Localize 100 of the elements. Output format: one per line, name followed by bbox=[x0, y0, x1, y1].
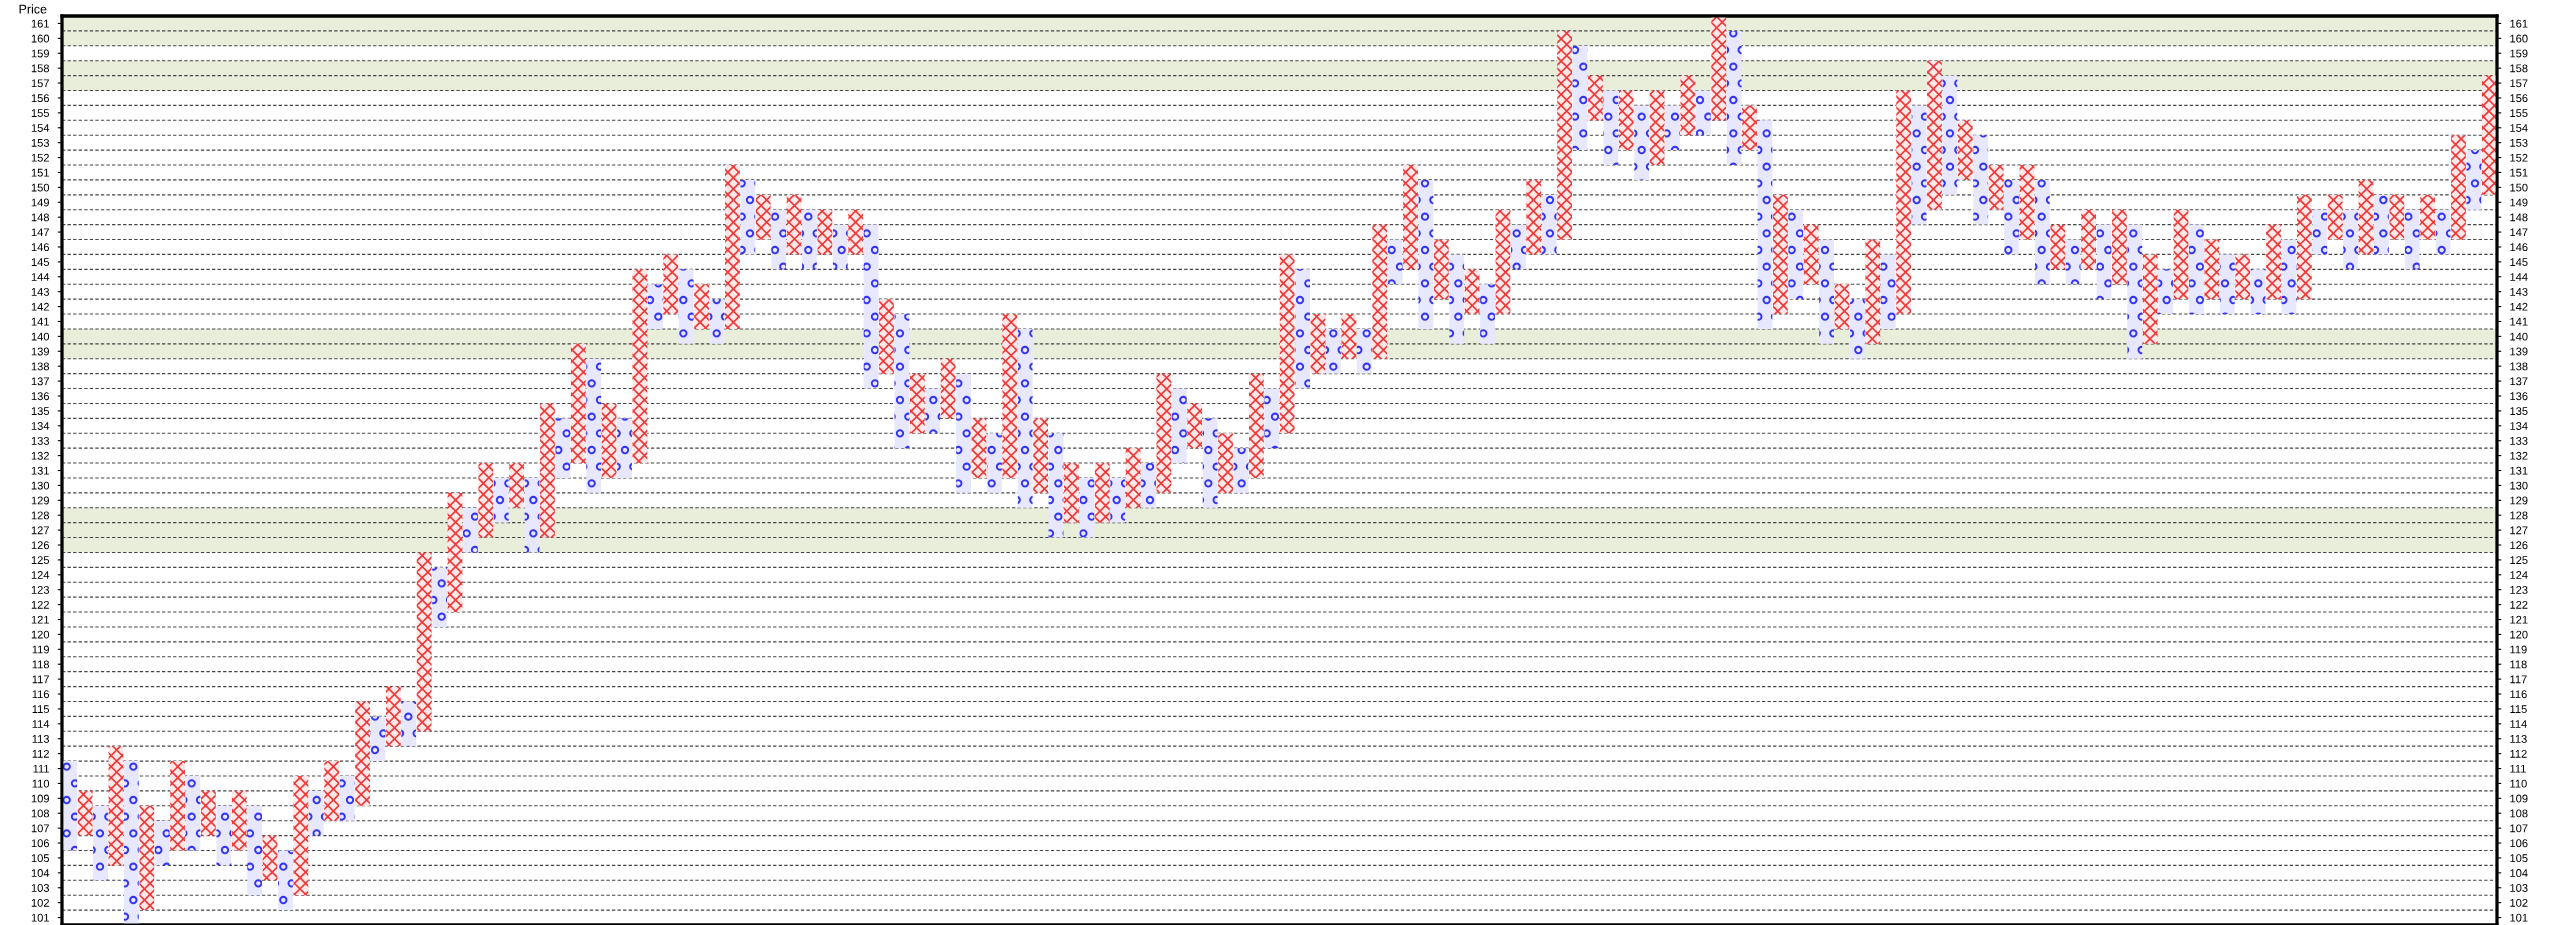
bar bbox=[170, 761, 185, 851]
bar bbox=[1048, 433, 1064, 538]
bar bbox=[1603, 90, 1619, 166]
bar bbox=[1156, 373, 1172, 493]
bar bbox=[647, 284, 663, 329]
y2-tick-label: 128 bbox=[2510, 511, 2528, 520]
y-tick-label: 138 bbox=[31, 362, 50, 371]
bar bbox=[694, 284, 709, 329]
bar bbox=[2389, 194, 2405, 240]
bar bbox=[1896, 90, 1912, 315]
bar bbox=[909, 373, 925, 434]
y2-tick-label: 147 bbox=[2510, 228, 2528, 237]
bar bbox=[1495, 209, 1511, 315]
bar bbox=[1880, 254, 1896, 329]
bar bbox=[2204, 239, 2220, 300]
y2-tick-label: 133 bbox=[2510, 436, 2528, 445]
y2-tick-label: 104 bbox=[2510, 869, 2528, 877]
y-tick-label: 131 bbox=[31, 466, 49, 475]
y2-tick-label: 154 bbox=[2510, 124, 2528, 132]
bar bbox=[1094, 463, 1110, 523]
bar bbox=[463, 507, 478, 553]
y2-tick-label: 159 bbox=[2510, 49, 2528, 58]
y2-tick-label: 129 bbox=[2510, 496, 2528, 505]
bar bbox=[2158, 269, 2174, 315]
y2-tick-label: 120 bbox=[2510, 630, 2528, 639]
y-tick-label: 154 bbox=[31, 124, 50, 132]
y2-tick-label: 115 bbox=[2510, 705, 2527, 714]
y2-tick-label: 110 bbox=[2510, 779, 2527, 788]
bar bbox=[1002, 314, 1018, 478]
bar bbox=[262, 835, 278, 881]
bar bbox=[1264, 388, 1280, 449]
y-tick-label: 129 bbox=[31, 496, 49, 505]
y-tick-label: 118 bbox=[32, 660, 50, 669]
bar bbox=[956, 373, 971, 493]
bar bbox=[771, 209, 787, 270]
bar bbox=[1310, 314, 1326, 374]
bar bbox=[601, 403, 617, 478]
bar bbox=[1772, 194, 1788, 315]
y2-tick-label: 122 bbox=[2510, 600, 2528, 609]
bar bbox=[2327, 194, 2343, 240]
bar bbox=[2266, 224, 2281, 300]
bar bbox=[1618, 90, 1634, 151]
bar bbox=[2173, 209, 2189, 300]
bar bbox=[863, 224, 879, 389]
y-tick-label: 126 bbox=[31, 541, 50, 550]
y-tick-label: 114 bbox=[32, 720, 50, 728]
bar bbox=[1387, 239, 1403, 285]
y2-tick-label: 160 bbox=[2510, 34, 2528, 43]
bar bbox=[1248, 373, 1264, 478]
bar bbox=[2250, 269, 2266, 315]
y2-tick-label: 101 bbox=[2510, 913, 2528, 922]
y-tick-label: 155 bbox=[31, 109, 50, 117]
y2-tick-label: 143 bbox=[2510, 287, 2528, 296]
y-tick-label: 120 bbox=[31, 630, 50, 639]
y-axis-title: Price bbox=[19, 4, 47, 14]
y-tick-label: 135 bbox=[31, 407, 50, 416]
bar bbox=[416, 552, 432, 732]
y2-tick-label: 150 bbox=[2510, 183, 2528, 192]
bar bbox=[231, 790, 247, 851]
bar bbox=[2065, 239, 2081, 285]
bar bbox=[2466, 150, 2482, 210]
y2-tick-label: 152 bbox=[2510, 153, 2528, 162]
bar bbox=[1510, 224, 1526, 270]
bar bbox=[1202, 418, 1218, 508]
bar bbox=[447, 492, 463, 613]
y-tick-label: 125 bbox=[31, 556, 50, 565]
y2-tick-label: 139 bbox=[2510, 347, 2528, 356]
bar bbox=[1572, 45, 1588, 151]
bar bbox=[1726, 30, 1742, 166]
bar bbox=[1850, 299, 1865, 359]
y-tick-label: 151 bbox=[31, 168, 49, 177]
y2-tick-label: 103 bbox=[2510, 884, 2528, 892]
bar bbox=[1372, 224, 1388, 359]
bar bbox=[725, 165, 740, 329]
bar bbox=[139, 805, 155, 911]
bar bbox=[1110, 477, 1126, 523]
bar bbox=[1649, 90, 1665, 166]
bar bbox=[509, 463, 525, 508]
bar bbox=[1125, 448, 1141, 508]
y2-tick-label: 157 bbox=[2510, 79, 2528, 88]
y-tick-label: 130 bbox=[31, 481, 50, 490]
bar bbox=[1742, 105, 1757, 151]
bar bbox=[401, 701, 417, 747]
bar bbox=[308, 790, 324, 836]
y-tick-label: 143 bbox=[31, 287, 50, 296]
bar bbox=[1557, 30, 1573, 240]
y2-tick-label: 109 bbox=[2510, 794, 2528, 803]
y2-tick-label: 141 bbox=[2510, 317, 2528, 326]
y-tick-label: 142 bbox=[31, 302, 49, 311]
y-tick-label: 136 bbox=[31, 392, 50, 401]
y-tick-label: 101 bbox=[31, 913, 49, 922]
y2-tick-label: 135 bbox=[2510, 407, 2528, 416]
bar bbox=[1988, 165, 2004, 210]
y2-tick-label: 142 bbox=[2510, 302, 2528, 311]
bar bbox=[540, 403, 555, 538]
y-tick-label: 152 bbox=[31, 153, 49, 162]
y-tick-label: 134 bbox=[31, 422, 50, 430]
bar bbox=[2435, 209, 2451, 255]
bar bbox=[1464, 269, 1480, 315]
y-tick-label: 117 bbox=[32, 675, 49, 684]
